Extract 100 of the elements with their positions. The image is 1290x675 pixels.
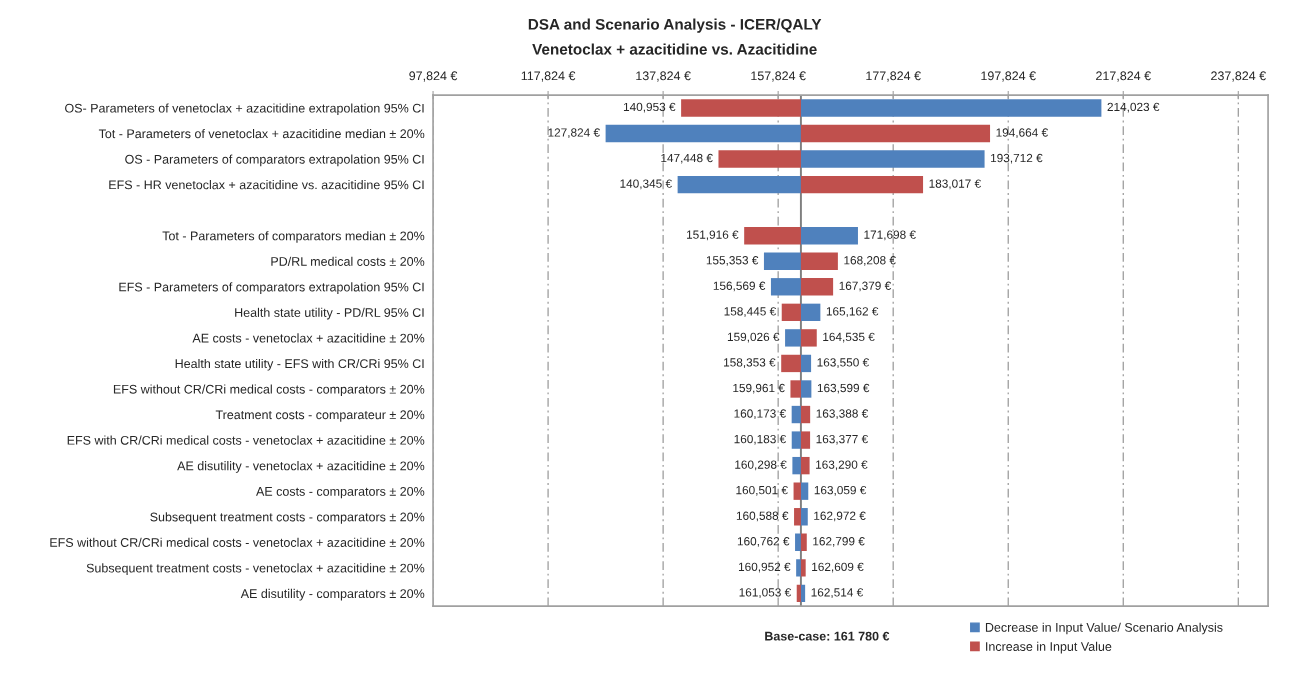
data-label: 161,053 € xyxy=(739,588,792,598)
x-tick-label: 217,824 € xyxy=(1096,71,1151,82)
data-label: 158,353 € xyxy=(724,358,776,368)
y-tick-label: EFS without CR/CRi medical costs - comparators ± 20% xyxy=(113,384,425,397)
bar xyxy=(800,278,834,296)
bar xyxy=(800,456,810,475)
data-label: 163,599 € xyxy=(817,383,870,394)
x-tick-label: 237,824 € xyxy=(1211,71,1266,82)
data-label: 163,290 € xyxy=(816,460,868,471)
data-label: 160,173 € xyxy=(734,409,786,420)
y-tick-label: AE disutility - comparators ± 20% xyxy=(240,588,425,601)
data-label: 140,953 € xyxy=(623,102,676,113)
y-tick-label: AE costs - comparators ± 20% xyxy=(256,486,425,499)
data-label: 167,379 € xyxy=(839,281,892,292)
y-tick-label: OS - Parameters of comparators extrapolation 95% CI xyxy=(125,154,424,167)
bar xyxy=(800,584,806,603)
y-tick-label: EFS without CR/CRi medical costs - venetoclax + azacitidine ± 20% xyxy=(50,537,425,547)
bar xyxy=(800,508,808,526)
legend-label: Decrease in Input Value/ Scenario Analysis xyxy=(985,622,1223,635)
data-label: 193,712 € xyxy=(991,153,1043,164)
bar xyxy=(763,252,801,270)
data-label: 147,448 € xyxy=(661,153,713,164)
data-label: 163,550 € xyxy=(817,358,869,368)
y-tick-label: Subsequent treatment costs - comparators ± 20% xyxy=(150,512,425,524)
data-label: 160,588 € xyxy=(736,511,789,522)
bar xyxy=(800,227,858,245)
y-tick-label: EFS - Parameters of comparators extrapolation 95% CI xyxy=(119,282,424,294)
data-label: 165,162 € xyxy=(826,307,879,317)
bar xyxy=(795,533,801,551)
bar xyxy=(718,150,801,168)
y-tick-label: EFS - HR venetoclax + azacitidine vs. azacitidine 95% CI xyxy=(109,180,424,190)
data-label: 163,377 € xyxy=(816,434,869,445)
x-tick-label: 197,824 € xyxy=(981,71,1036,82)
data-label: 163,059 € xyxy=(814,485,867,496)
y-tick-label: AE disutility - venetoclax + azacitidine ± 20% xyxy=(177,461,425,473)
data-label: 159,026 € xyxy=(727,332,780,343)
data-label: 160,952 € xyxy=(738,562,791,573)
y-tick-label: Tot - Parameters of comparators median ± 20% xyxy=(162,231,425,243)
y-tick-label: PD/RL medical costs ± 20% xyxy=(271,256,425,266)
data-label: 127,824 € xyxy=(548,128,600,139)
data-label: 194,664 € xyxy=(996,128,1048,139)
bar xyxy=(681,99,801,117)
y-tick-label: OS- Parameters of venetoclax + azacitidine extrapolation 95% CI xyxy=(65,103,424,116)
data-label: 183,017 € xyxy=(929,179,981,190)
bar xyxy=(792,456,801,475)
x-tick-label: 97,824 € xyxy=(409,71,458,82)
bar xyxy=(800,533,807,551)
data-label: 158,445 € xyxy=(724,307,777,317)
bar xyxy=(800,405,811,424)
chart-subtitle: Venetoclax + azacitidine vs. Azacitidine xyxy=(532,43,817,55)
bar xyxy=(790,380,801,398)
data-label: 171,698 € xyxy=(864,230,916,241)
legend-label: Increase in Input Value xyxy=(986,641,1112,654)
data-label: 162,609 € xyxy=(812,562,864,573)
bar xyxy=(785,329,801,347)
data-label: 151,916 € xyxy=(687,230,739,241)
bar xyxy=(744,227,801,245)
bar xyxy=(794,508,801,526)
data-label: 160,501 € xyxy=(736,485,788,496)
data-label: 214,023 € xyxy=(1107,102,1160,113)
bar xyxy=(800,124,991,143)
bar xyxy=(800,252,838,270)
bar xyxy=(781,303,801,322)
bar xyxy=(796,559,801,577)
bar xyxy=(791,405,801,424)
chart-title: DSA and Scenario Analysis - ICER/QALY xyxy=(528,18,822,33)
data-label: 163,388 € xyxy=(816,409,869,420)
bar xyxy=(800,482,809,500)
bar xyxy=(800,354,812,373)
x-tick-label: 157,824 € xyxy=(751,71,806,82)
x-tick-label: 117,824 € xyxy=(521,71,576,82)
bar xyxy=(791,431,801,449)
data-label: 160,183 € xyxy=(734,434,787,445)
y-tick-label: Subsequent treatment costs - venetoclax + azacitidine ± 20% xyxy=(86,563,425,575)
bar xyxy=(800,303,821,322)
bar xyxy=(800,99,1102,117)
data-label: 162,799 € xyxy=(813,537,865,547)
data-label: 160,298 € xyxy=(735,460,787,471)
data-label: 156,569 € xyxy=(713,281,766,292)
y-tick-label: AE costs - venetoclax + azacitidine ± 20% xyxy=(192,333,425,343)
bar xyxy=(800,559,806,577)
data-label: 168,208 € xyxy=(844,256,896,266)
bar xyxy=(796,584,801,603)
bar xyxy=(800,380,812,398)
bar xyxy=(793,482,801,500)
y-tick-label: EFS with CR/CRi medical costs - venetoclax + azacitidine ± 20% xyxy=(67,435,425,445)
text: Base-case: 161 780 € xyxy=(765,631,890,641)
data-label: 140,345 € xyxy=(620,179,672,190)
y-tick-label: Health state utility - PD/RL 95% CI xyxy=(235,307,424,320)
bar xyxy=(800,431,811,449)
data-label: 155,353 € xyxy=(706,256,759,266)
x-tick-label: 177,824 € xyxy=(866,71,921,82)
data-label: 162,514 € xyxy=(811,588,864,598)
data-label: 160,762 € xyxy=(737,537,790,547)
data-label: 162,972 € xyxy=(814,511,866,522)
x-tick-label: 137,824 € xyxy=(636,71,691,82)
bar xyxy=(605,124,801,143)
bar xyxy=(800,175,924,194)
data-label: 164,535 € xyxy=(823,332,875,343)
bar xyxy=(781,354,801,373)
